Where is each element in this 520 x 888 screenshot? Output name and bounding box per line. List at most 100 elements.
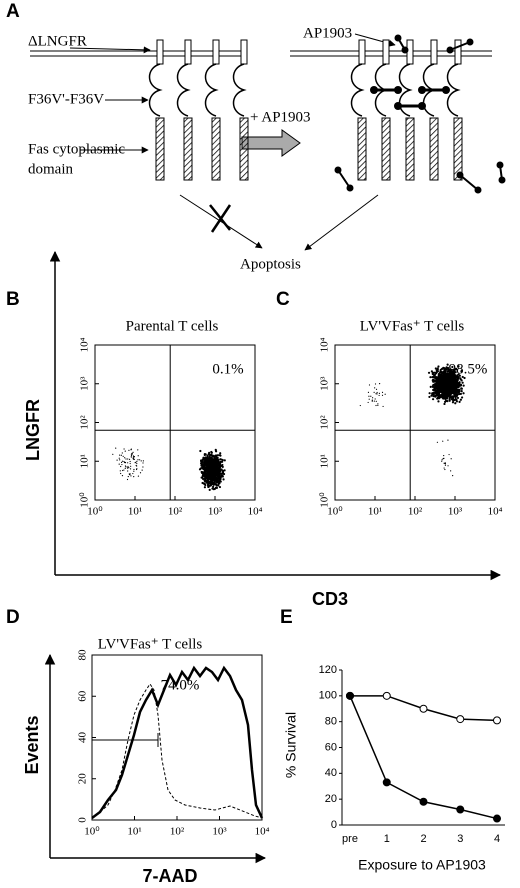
event-dot xyxy=(431,392,434,395)
event-dot xyxy=(139,472,142,474)
event-dot xyxy=(122,460,124,462)
event-dot xyxy=(434,385,437,388)
event-dot xyxy=(454,388,457,391)
event-dot xyxy=(124,462,127,464)
event-dot xyxy=(447,439,449,441)
event-dot xyxy=(203,472,206,475)
event-dot xyxy=(444,384,447,388)
percent: 74.0% xyxy=(161,677,200,693)
event-dot xyxy=(221,471,225,474)
event-dot xyxy=(448,398,451,401)
event-dot xyxy=(384,393,386,395)
event-dot xyxy=(123,469,125,471)
series-marker xyxy=(419,704,428,713)
event-dot xyxy=(223,459,226,462)
event-dot xyxy=(119,470,121,472)
event-dot xyxy=(218,454,221,457)
event-dot xyxy=(120,472,122,475)
event-dot xyxy=(221,474,224,477)
event-dot xyxy=(115,447,117,449)
event-dot xyxy=(124,450,126,452)
event-dot xyxy=(137,449,139,451)
event-dot xyxy=(220,458,223,461)
event-dot xyxy=(136,462,138,465)
event-dot xyxy=(219,452,222,455)
event-dot xyxy=(210,479,214,482)
drug-end xyxy=(394,102,402,110)
dimerizer-domain xyxy=(232,63,247,117)
event-dot xyxy=(217,477,220,480)
series-marker xyxy=(493,716,501,725)
event-dot xyxy=(443,467,445,469)
event-dot xyxy=(219,475,222,478)
event-dot xyxy=(215,471,219,475)
event-dot xyxy=(211,482,215,485)
event-dot xyxy=(219,478,222,481)
event-dot xyxy=(128,467,130,469)
event-dot xyxy=(440,371,443,374)
event-dot xyxy=(140,460,142,462)
histogram-control xyxy=(91,683,263,819)
event-dot xyxy=(460,387,463,390)
y-axis-label: LNGFR xyxy=(23,399,43,461)
event-dot xyxy=(210,450,213,454)
x-tick-label: 3 xyxy=(457,833,463,845)
drug-end xyxy=(401,46,409,54)
event-dot xyxy=(444,464,447,466)
event-dot xyxy=(381,394,384,396)
event-dot xyxy=(200,476,203,479)
event-dot xyxy=(448,390,451,393)
y-tick-label: 10³ xyxy=(79,376,91,391)
event-dot xyxy=(359,404,361,407)
event-dot xyxy=(436,387,439,391)
event-dot xyxy=(453,385,456,388)
event-dot xyxy=(135,464,137,467)
y-tick-label: 10⁰ xyxy=(319,492,331,508)
event-dot xyxy=(208,488,211,491)
event-dot xyxy=(446,366,450,370)
event-dot xyxy=(207,460,210,463)
y-tick-label: 100 xyxy=(319,690,337,702)
event-dot xyxy=(121,463,123,466)
event-dot xyxy=(377,403,379,405)
event-dot xyxy=(211,462,215,465)
event-dot xyxy=(436,389,439,392)
x-tick-label: 10³ xyxy=(212,826,227,838)
event-dot xyxy=(368,395,370,397)
event-dot xyxy=(452,383,455,386)
event-dot xyxy=(214,486,217,489)
x-tick-label: pre xyxy=(342,833,358,845)
event-dot xyxy=(127,458,129,460)
event-dot xyxy=(378,383,381,385)
x-tick-label: 10² xyxy=(168,506,183,518)
event-dot xyxy=(451,384,454,388)
fas-domain xyxy=(183,117,193,181)
y-tick-label: 40 xyxy=(325,767,337,779)
label: Apoptosis xyxy=(240,256,301,272)
event-dot xyxy=(376,391,378,394)
drug-end xyxy=(394,34,402,42)
event-dot xyxy=(206,473,209,476)
panel-c: C LV'VFas⁺ T cells 98.5% xyxy=(276,289,487,377)
event-dot xyxy=(203,459,206,463)
receptor-stalk xyxy=(240,39,248,65)
event-dot xyxy=(373,400,375,402)
event-dot xyxy=(209,459,212,463)
event-dot xyxy=(443,379,446,382)
event-dot xyxy=(457,365,460,368)
event-dot xyxy=(214,459,218,462)
event-dot xyxy=(455,390,458,393)
event-dot xyxy=(441,396,444,399)
fas-domain xyxy=(429,117,439,181)
x-tick-label: 10⁴ xyxy=(255,826,270,838)
event-dot xyxy=(205,460,209,463)
event-dot xyxy=(439,380,442,383)
event-dot xyxy=(122,469,124,472)
dimerizer-domain xyxy=(176,63,191,117)
event-dot xyxy=(458,400,461,403)
event-dot xyxy=(381,391,384,394)
event-dot xyxy=(442,374,445,377)
fas-domain xyxy=(239,117,249,181)
event-dot xyxy=(215,483,218,486)
